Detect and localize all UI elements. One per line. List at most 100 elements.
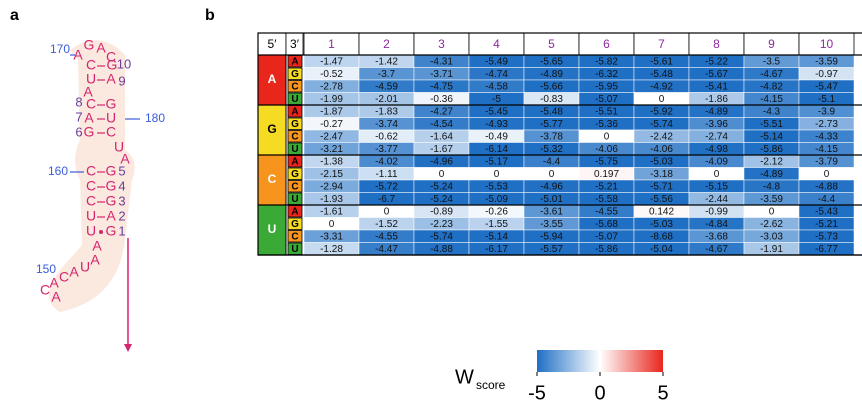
colorbar-tick-label: 0 <box>594 382 605 404</box>
score-value: -1.64 <box>430 131 453 142</box>
colorbar-tick-label: -5 <box>528 382 546 404</box>
score-value: -5 <box>492 94 501 105</box>
score-value: -5.51 <box>760 119 783 130</box>
score-value: -0.83 <box>540 94 563 105</box>
score-value: -4.4 <box>818 194 836 205</box>
score-value: -5.04 <box>650 244 673 255</box>
score-value: -4.3 <box>763 106 781 117</box>
score-value: -1.91 <box>760 244 783 255</box>
score-value: -5.56 <box>650 194 673 205</box>
pair-number: 1 <box>118 223 125 238</box>
nucleotide: C <box>86 178 96 194</box>
score-value: -1.38 <box>320 156 343 167</box>
score-value: -5.47 <box>815 81 838 92</box>
score-value: -1.87 <box>320 106 343 117</box>
score-value: -1.42 <box>375 56 398 67</box>
score-value: -3.9 <box>818 106 836 117</box>
score-value: -3.78 <box>540 131 563 142</box>
score-value: -4.82 <box>760 81 783 92</box>
figure: a b AGACCGUAACGAUGCUACGCGCGUAUGAAUACACA1… <box>0 0 862 410</box>
score-value: -4.67 <box>760 69 783 80</box>
score-value: 0 <box>329 219 335 230</box>
score-value: -1.61 <box>320 206 343 217</box>
score-value: -5.71 <box>650 181 673 192</box>
score-value: -5.57 <box>540 244 563 255</box>
score-value: -5.36 <box>595 119 618 130</box>
second-label: G <box>291 119 299 130</box>
pair-number: 2 <box>118 208 125 223</box>
score-value: -3.7 <box>378 69 396 80</box>
score-value: -3.55 <box>540 219 563 230</box>
nucleotide: A <box>106 208 116 224</box>
score-value: -5.01 <box>540 194 563 205</box>
nucleotide: C <box>59 269 69 285</box>
second-label: G <box>291 169 299 180</box>
second-label: U <box>291 194 298 205</box>
score-value: -3.18 <box>650 169 673 180</box>
colorbar-title: W <box>455 366 474 388</box>
score-value: -2.94 <box>320 181 343 192</box>
score-value: -1.47 <box>320 56 343 67</box>
score-value: 0 <box>714 169 720 180</box>
nucleotide: A <box>69 264 79 280</box>
column-header: 9 <box>768 37 775 51</box>
score-value: -3.31 <box>320 231 343 242</box>
score-value: -5.82 <box>595 56 618 67</box>
nucleotide: C <box>106 124 116 140</box>
score-value: 0.142 <box>649 206 674 217</box>
pair-number: 9 <box>118 73 125 88</box>
pair-number: 5 <box>118 163 125 178</box>
score-value: -6.77 <box>815 244 838 255</box>
score-value: -5.74 <box>650 119 673 130</box>
nucleotide: A <box>96 40 106 56</box>
score-value: -5.21 <box>815 219 838 230</box>
position-label: 170 <box>50 42 70 56</box>
score-value: -0.52 <box>320 69 343 80</box>
column-header: 3′ <box>290 37 300 51</box>
score-value: -1.28 <box>320 244 343 255</box>
score-value: -0.26 <box>485 206 508 217</box>
colorbar-tick-label: 5 <box>657 382 668 404</box>
score-value: -4.15 <box>815 144 838 155</box>
score-value: -6.7 <box>378 194 396 205</box>
position-label: 160 <box>48 164 68 178</box>
group-label: C <box>268 172 277 186</box>
score-value: 0.197 <box>594 169 619 180</box>
score-value: -3.79 <box>815 156 838 167</box>
second-label: C <box>291 81 298 92</box>
nucleotide: U <box>86 223 96 239</box>
score-value: -5.03 <box>650 156 673 167</box>
score-value: -5.92 <box>650 106 673 117</box>
score-value: -4.54 <box>430 119 453 130</box>
score-value: -1.67 <box>430 144 453 155</box>
column-header: 10 <box>820 37 834 51</box>
group-label: A <box>268 72 277 86</box>
score-value: -4.88 <box>815 181 838 192</box>
panel-label: b <box>205 7 215 24</box>
score-value: -5.74 <box>430 231 453 242</box>
score-value: -5.07 <box>595 231 618 242</box>
score-value: 0 <box>769 206 775 217</box>
score-value: -3.03 <box>760 231 783 242</box>
score-value: -3.59 <box>815 56 838 67</box>
second-label: G <box>291 69 299 80</box>
colorbar: W score -505 <box>455 350 669 404</box>
score-value: -4.74 <box>485 69 508 80</box>
score-value: -2.62 <box>760 219 783 230</box>
second-label: C <box>291 181 298 192</box>
score-value: -5.53 <box>485 181 508 192</box>
nucleotide: G <box>106 178 117 194</box>
nucleotide: U <box>86 208 96 224</box>
score-value: -4.89 <box>705 106 728 117</box>
score-value: -4.67 <box>705 244 728 255</box>
score-value: -4.02 <box>375 156 398 167</box>
score-value: -1.93 <box>320 194 343 205</box>
score-value: -5.86 <box>760 144 783 155</box>
score-value: -5.68 <box>595 219 618 230</box>
score-value: 0 <box>659 94 665 105</box>
score-value: -5.51 <box>595 106 618 117</box>
score-value: -5.49 <box>485 56 508 67</box>
column-header: 2 <box>383 37 390 51</box>
